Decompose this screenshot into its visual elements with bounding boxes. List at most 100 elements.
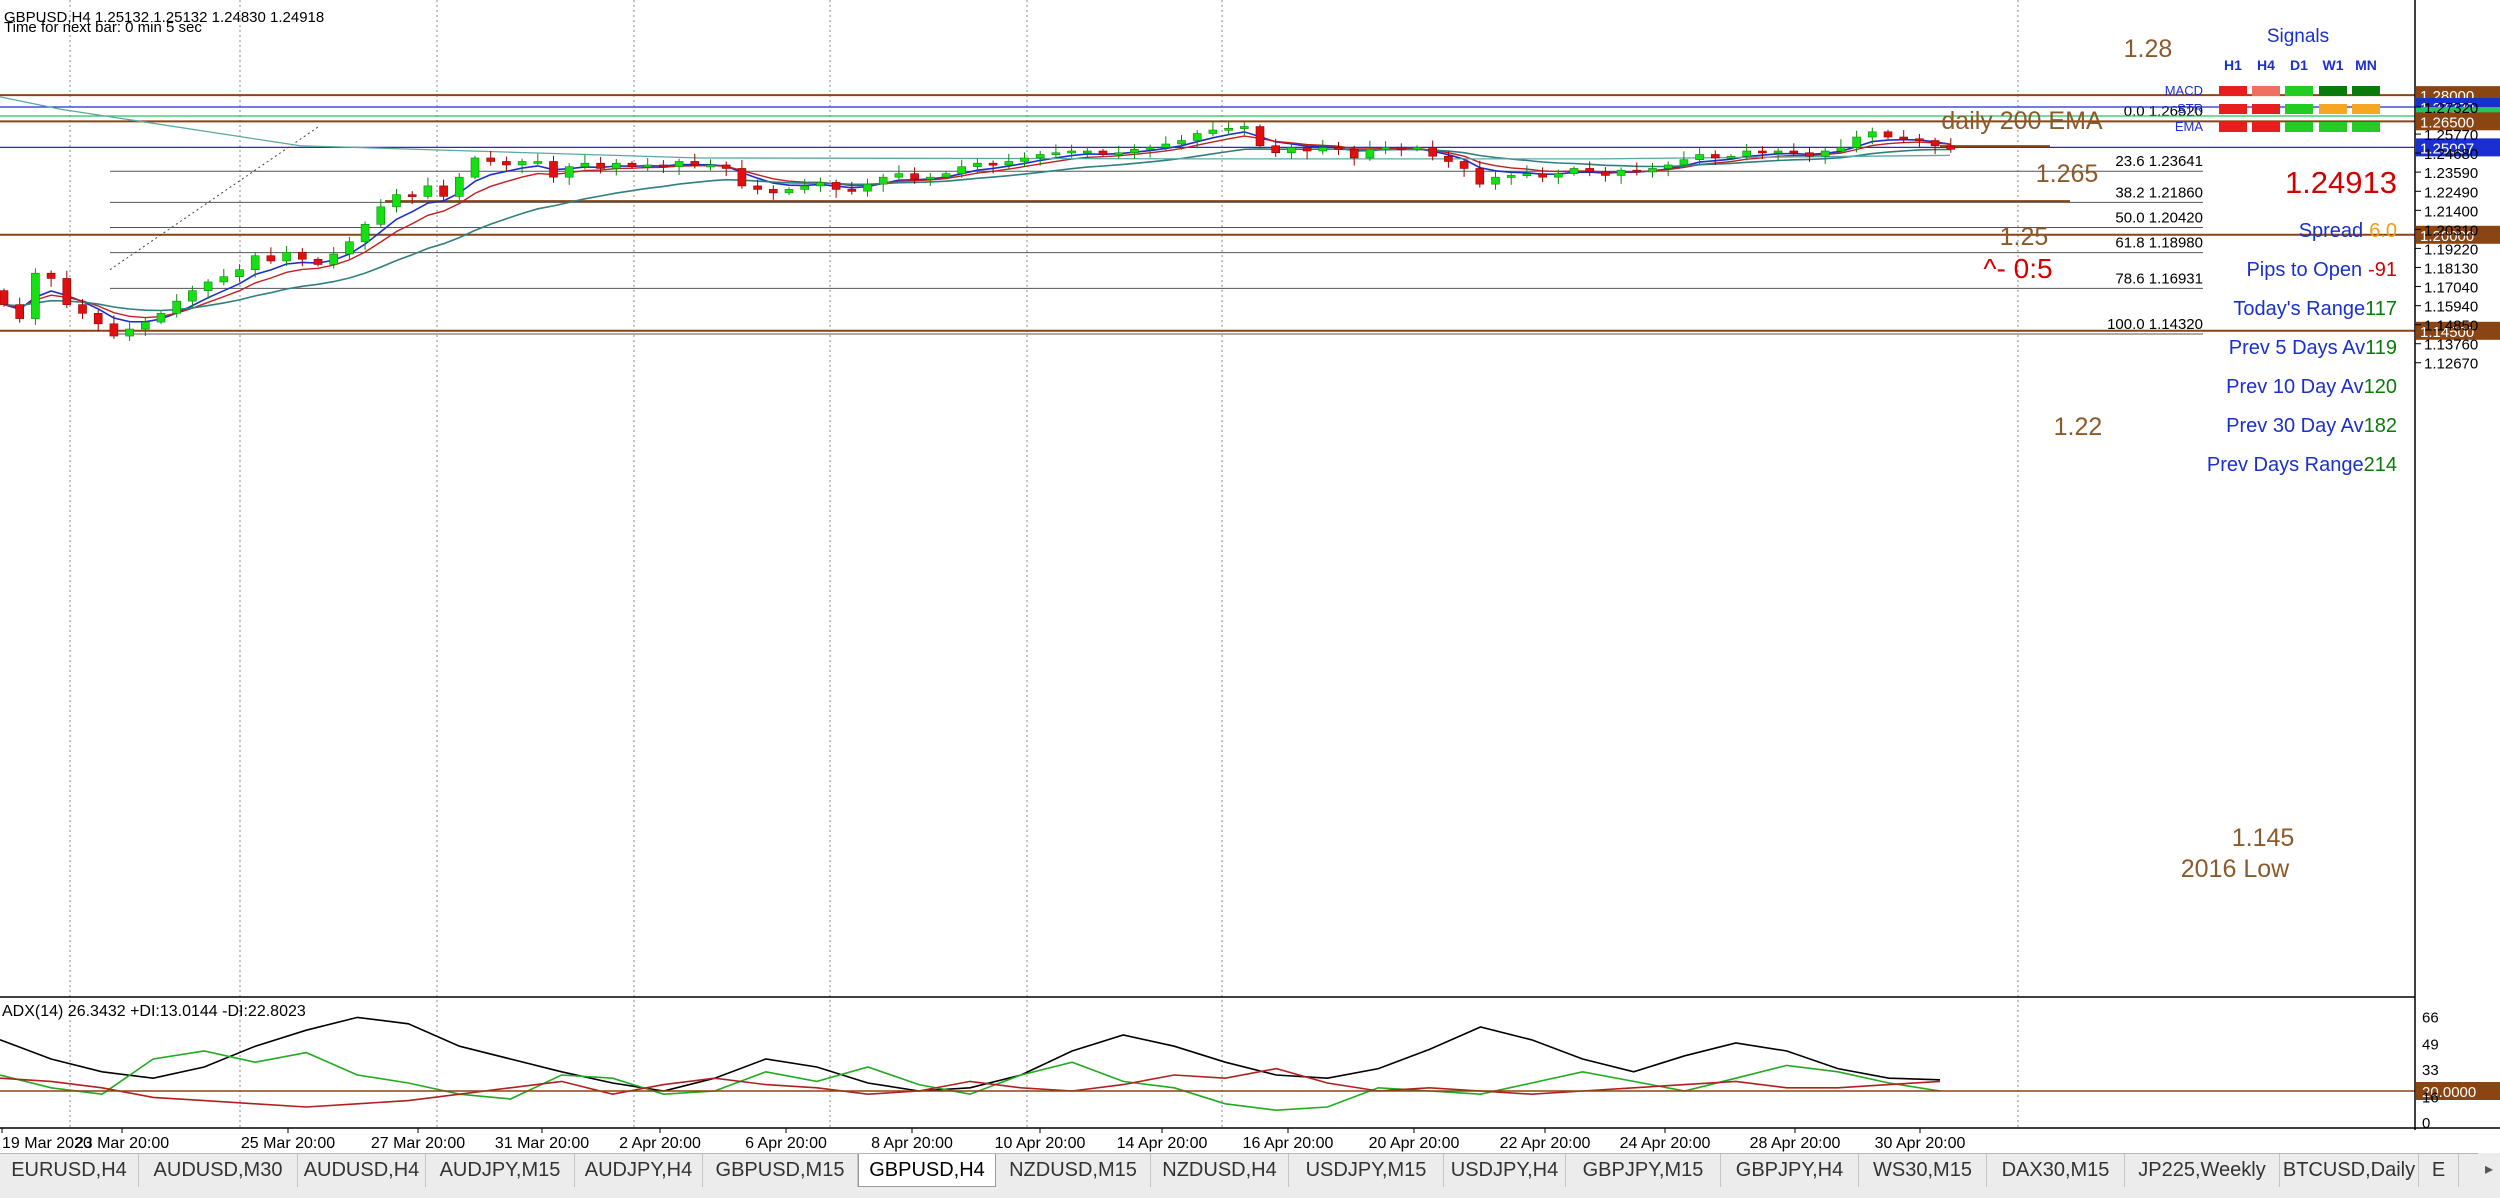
candle[interactable] [784,189,794,194]
candle[interactable] [1915,138,1924,142]
candle[interactable] [1726,155,1736,159]
candle[interactable] [1240,126,1249,129]
candle[interactable] [1554,173,1563,178]
candle[interactable] [1475,168,1485,185]
candle[interactable] [329,253,339,265]
chart-tab[interactable]: WS30,M15 [1859,1154,1987,1187]
candle[interactable] [1020,157,1029,162]
candle[interactable] [1114,152,1123,156]
candle[interactable] [753,185,762,190]
candle[interactable] [1506,175,1516,178]
candle[interactable] [1130,148,1139,154]
candle[interactable] [1663,164,1673,169]
candle[interactable] [1883,131,1893,138]
candle[interactable] [533,161,543,164]
candle[interactable] [1004,161,1014,166]
candle[interactable] [297,251,307,260]
candle[interactable] [596,162,605,169]
candle[interactable] [925,176,935,180]
candle[interactable] [313,258,323,265]
candle[interactable] [1145,147,1155,150]
candle[interactable] [1805,152,1814,157]
candle[interactable] [564,166,574,178]
candle[interactable] [1255,126,1265,147]
candle[interactable] [125,328,134,337]
candle[interactable] [1334,147,1343,150]
candle[interactable] [674,161,684,168]
chart-tab[interactable]: E [2419,1154,2459,1187]
candle[interactable] [439,185,448,197]
candle[interactable] [109,323,119,337]
candle[interactable] [1459,161,1469,169]
candle[interactable] [1428,147,1437,157]
candle[interactable] [1161,143,1171,148]
candle[interactable] [486,157,496,162]
candle[interactable] [1318,147,1328,152]
candle[interactable] [800,185,810,190]
candle[interactable] [1648,168,1657,173]
chart-tab[interactable]: AUDUSD,M30 [139,1154,298,1187]
chart-tab[interactable]: USDJPY,H4 [1444,1154,1566,1187]
candle[interactable] [1302,147,1312,152]
candle[interactable] [1051,152,1061,156]
candle[interactable] [941,173,951,178]
candle[interactable] [1711,154,1720,159]
candle[interactable] [203,281,213,291]
candle[interactable] [1836,147,1846,152]
candle[interactable] [470,157,480,178]
candle[interactable] [957,166,967,174]
candle[interactable] [831,182,841,190]
candle[interactable] [423,185,433,197]
candle[interactable] [659,164,668,168]
candle[interactable] [1538,173,1547,178]
candle[interactable] [1412,147,1422,150]
chart-tab[interactable]: EURUSD,H4 [0,1154,139,1187]
tab-scroll-right-icon[interactable]: ▸ [2478,1153,2500,1186]
candle[interactable] [156,313,166,323]
candle[interactable] [580,162,590,168]
candle[interactable] [62,278,72,305]
candle[interactable] [1035,154,1045,159]
candle[interactable] [392,194,401,208]
candle[interactable] [1192,133,1202,141]
candle[interactable] [407,194,417,197]
candle[interactable] [549,161,558,178]
chart-tab[interactable]: GBPUSD,M15 [703,1154,858,1187]
candle[interactable] [360,224,370,243]
candle[interactable] [31,272,40,319]
candle[interactable] [250,255,260,270]
candle[interactable] [1695,154,1704,161]
chart-tab[interactable]: AUDJPY,H4 [575,1154,703,1187]
candle[interactable] [1601,171,1610,176]
chart-tab[interactable]: AUDJPY,M15 [426,1154,575,1187]
candle[interactable] [219,276,229,283]
candle[interactable] [721,164,731,169]
candle[interactable] [1820,150,1830,157]
candle[interactable] [1491,176,1500,185]
candle[interactable] [1930,140,1940,147]
candle[interactable] [1365,148,1375,159]
candle[interactable] [502,161,511,166]
candle[interactable] [172,300,181,314]
candle[interactable] [0,290,9,305]
candle[interactable] [1083,150,1092,154]
candle[interactable] [1868,131,1877,138]
candle[interactable] [1098,150,1108,155]
candle[interactable] [1397,147,1406,150]
candle[interactable] [1271,145,1280,154]
candle[interactable] [1569,168,1579,174]
candle[interactable] [282,251,291,262]
candle[interactable] [78,304,87,314]
candle[interactable] [517,161,527,166]
candle[interactable] [46,272,56,279]
chart-tab[interactable]: AUDUSD,H4 [298,1154,426,1187]
candle[interactable] [1946,145,1956,150]
candle[interactable] [188,290,197,302]
candle[interactable] [816,182,825,187]
candle[interactable] [1349,148,1359,159]
chart-tab[interactable]: GBPJPY,M15 [1566,1154,1721,1187]
chart-tab[interactable]: NZDUSD,M15 [996,1154,1151,1187]
candle[interactable] [706,164,715,168]
chart-tab[interactable]: GBPUSD,H4 [858,1154,996,1187]
